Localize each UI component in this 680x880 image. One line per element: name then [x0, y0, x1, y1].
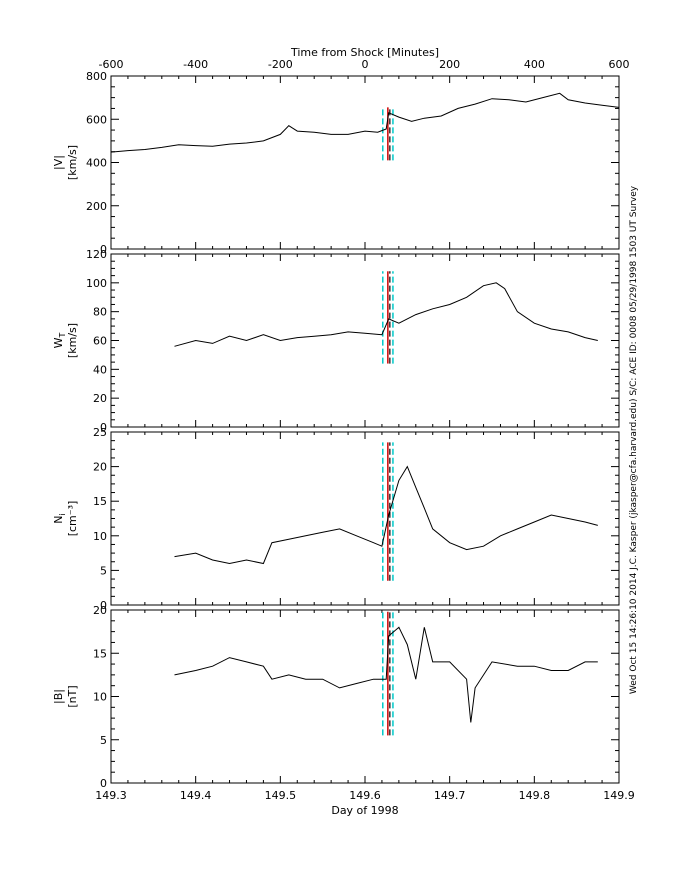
- top-tick-label: 400: [524, 58, 545, 71]
- y-axis-label-subscript: T: [58, 333, 67, 339]
- panel-frame: [110, 609, 620, 784]
- y-axis-label: WT: [52, 333, 67, 349]
- top-tick-label: -200: [268, 58, 293, 71]
- top-tick-label: 200: [439, 58, 460, 71]
- y-tick-label: 5: [100, 564, 107, 577]
- bottom-tick-label: 149.3: [95, 789, 127, 802]
- panel-frame: [110, 75, 620, 250]
- top-tick-label: -400: [183, 58, 208, 71]
- y-axis-label: |V|: [52, 155, 65, 170]
- y-tick-label: 60: [93, 335, 107, 348]
- y-tick-label: 80: [93, 306, 107, 319]
- y-tick-label: 20: [93, 604, 107, 617]
- y-tick-label: 10: [93, 691, 107, 704]
- bottom-tick-label: 149.9: [603, 789, 635, 802]
- bottom-tick-label: 149.8: [519, 789, 551, 802]
- y-tick-label: 0: [100, 777, 107, 790]
- y-axis-unit: [km/s]: [66, 145, 79, 180]
- data-trace: [174, 465, 598, 565]
- y-tick-label: 0: [100, 421, 107, 434]
- data-trace: [174, 626, 598, 723]
- y-tick-label: 0: [100, 599, 107, 612]
- y-tick-label: 400: [86, 157, 107, 170]
- data-trace: [110, 92, 620, 153]
- y-tick-label: 20: [93, 461, 107, 474]
- y-tick-label: 10: [93, 530, 107, 543]
- bottom-axis-title: Day of 1998: [331, 804, 398, 817]
- y-tick-label: 120: [86, 248, 107, 261]
- bottom-tick-label: 149.5: [265, 789, 297, 802]
- y-tick-label: 15: [93, 647, 107, 660]
- y-tick-label: 40: [93, 363, 107, 376]
- y-tick-label: 25: [93, 426, 107, 439]
- y-tick-label: 200: [86, 200, 107, 213]
- top-tick-label: 600: [609, 58, 630, 71]
- y-axis-unit: [nT]: [66, 685, 79, 707]
- y-tick-label: 15: [93, 495, 107, 508]
- y-axis-label: |B|: [52, 689, 65, 704]
- y-axis-label: Ni: [52, 513, 67, 523]
- y-tick-label: 20: [93, 392, 107, 405]
- data-trace: [174, 282, 598, 347]
- bottom-tick-label: 149.6: [349, 789, 381, 802]
- top-tick-label: -600: [99, 58, 124, 71]
- y-axis-label-subscript: i: [58, 513, 67, 515]
- y-tick-label: 5: [100, 734, 107, 747]
- bottom-tick-label: 149.4: [180, 789, 212, 802]
- y-tick-label: 0: [100, 243, 107, 256]
- y-tick-label: 600: [86, 113, 107, 126]
- side-annotation: Wed Oct 15 14:26:10 2014 J.C. Kasper (jk…: [629, 185, 639, 694]
- panel-frame: [110, 253, 620, 428]
- y-axis-unit: [km/s]: [66, 323, 79, 358]
- y-axis-unit: [cm⁻³]: [66, 501, 79, 537]
- bottom-tick-label: 149.7: [434, 789, 466, 802]
- y-tick-label: 800: [86, 70, 107, 83]
- top-axis-title: Time from Shock [Minutes]: [290, 46, 439, 59]
- top-tick-label: 0: [362, 58, 369, 71]
- y-tick-label: 100: [86, 277, 107, 290]
